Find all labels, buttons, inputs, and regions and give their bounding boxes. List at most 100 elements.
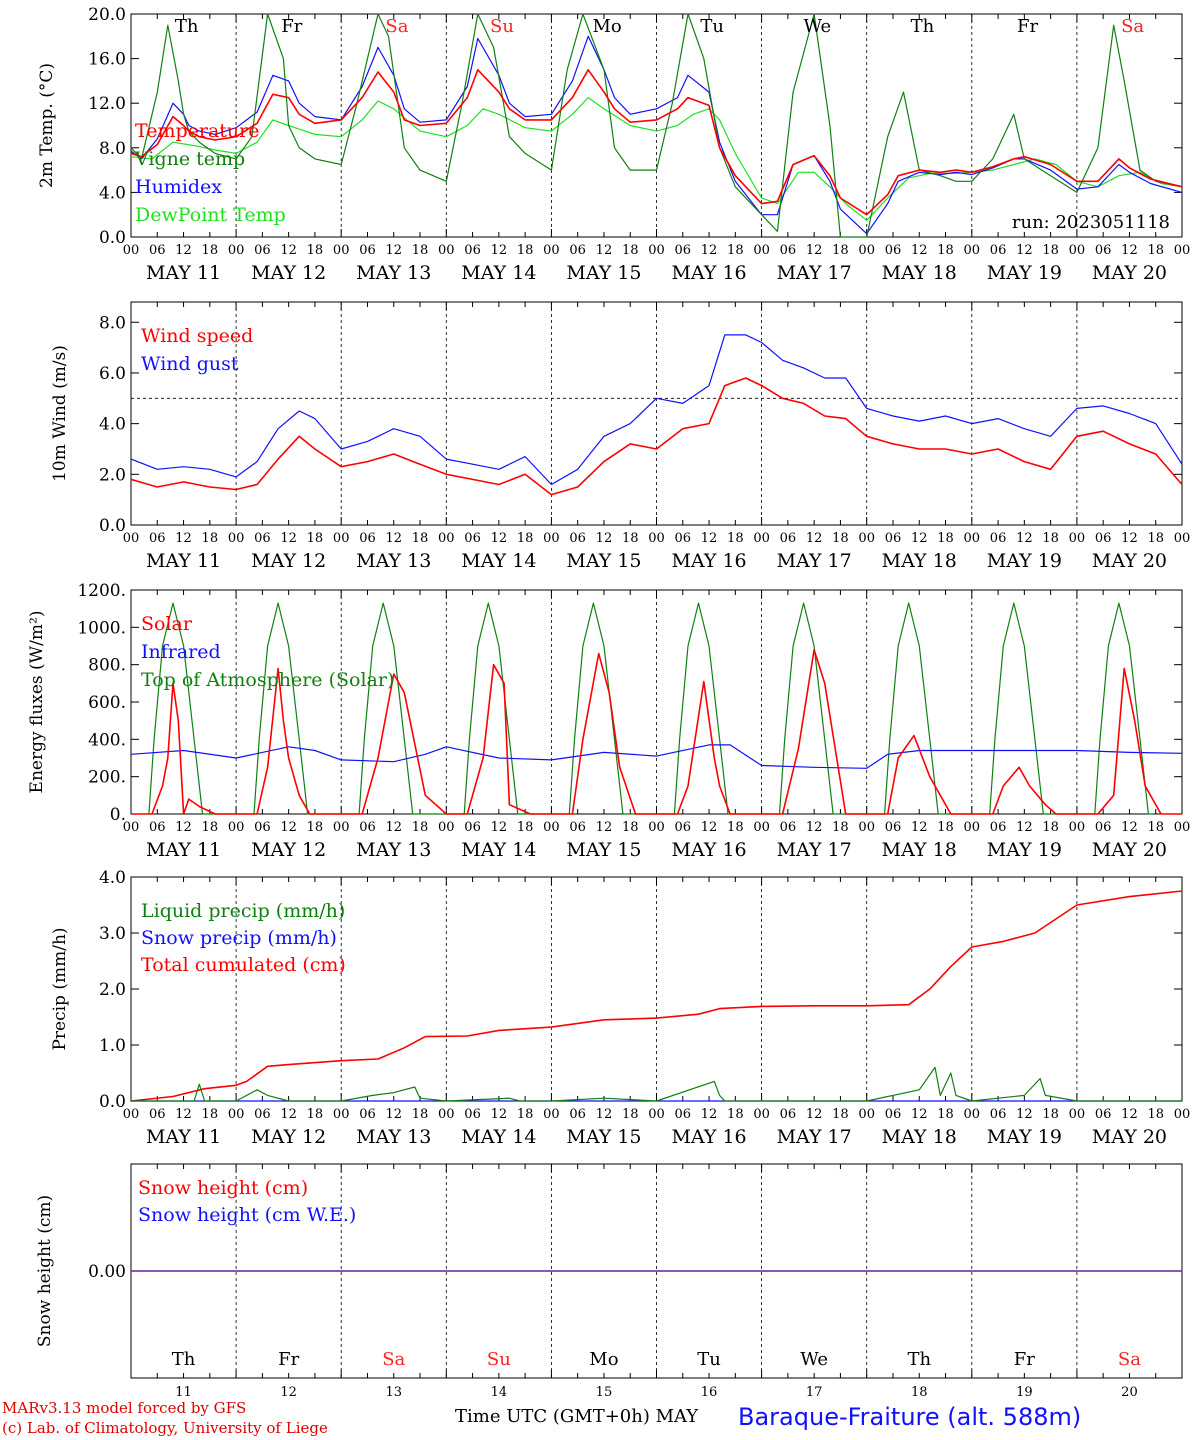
y-tick-label: 1000. <box>77 618 126 638</box>
hour-tick-label: 18 <box>412 820 429 835</box>
hour-tick-label: 18 <box>1147 531 1164 546</box>
series-line-humidex <box>130 35 1183 235</box>
hour-tick-label: 12 <box>806 820 823 835</box>
y-tick-label: 200. <box>88 768 126 788</box>
hour-tick-label: 00 <box>438 243 455 258</box>
hour-tick-label: 00 <box>964 820 981 835</box>
series-line-infrared <box>130 744 1183 769</box>
weekday-label: Sa <box>385 16 408 37</box>
legend-entry: Solar <box>141 613 193 635</box>
hour-tick-label: 06 <box>569 531 586 546</box>
date-label: MAY 16 <box>671 1126 746 1148</box>
hour-tick-label: 18 <box>1147 243 1164 258</box>
hour-tick-label: 18 <box>937 1107 954 1122</box>
weekday-label: Fr <box>281 16 302 37</box>
date-label: MAY 15 <box>566 262 641 284</box>
hour-tick-label: 00 <box>1174 243 1191 258</box>
plot-frame-energy <box>130 589 1183 815</box>
hour-tick-label: 06 <box>254 820 271 835</box>
hour-tick-label: 18 <box>307 820 324 835</box>
hour-tick-label: 12 <box>280 820 297 835</box>
hour-tick-label: 12 <box>491 531 508 546</box>
y-tick-label: 12.0 <box>88 94 126 114</box>
hour-tick-label: 12 <box>385 820 402 835</box>
hour-tick-label: 12 <box>806 1107 823 1122</box>
date-label: MAY 13 <box>356 839 431 861</box>
y-tick-label: 0.0 <box>99 516 126 536</box>
series-line-temperature <box>130 69 1183 216</box>
y-tick-label: 4.0 <box>99 415 126 435</box>
hour-tick-label: 12 <box>596 243 613 258</box>
hour-tick-label: 00 <box>438 531 455 546</box>
hour-tick-label: 18 <box>307 243 324 258</box>
hour-tick-label: 06 <box>990 1107 1007 1122</box>
date-label: MAY 17 <box>777 839 852 861</box>
hour-tick-label: 06 <box>359 820 376 835</box>
hour-tick-label: 06 <box>359 243 376 258</box>
y-tick-label: 0.00 <box>88 1262 126 1282</box>
hour-tick-label: 00 <box>1174 820 1191 835</box>
y-tick-label: 1.0 <box>99 1036 126 1056</box>
hour-tick-label: 00 <box>123 243 140 258</box>
series-line-top-of-atmosphere-solar- <box>148 602 1154 815</box>
hour-tick-label: 12 <box>701 243 718 258</box>
date-label: MAY 15 <box>566 550 641 572</box>
date-label: MAY 13 <box>356 262 431 284</box>
series-line-wind-gust <box>130 334 1183 486</box>
date-label: MAY 13 <box>356 550 431 572</box>
day-number-label: 20 <box>1121 1385 1138 1400</box>
hour-tick-label: 06 <box>675 820 692 835</box>
date-label: MAY 12 <box>251 262 326 284</box>
hour-tick-label: 12 <box>1121 531 1138 546</box>
hour-tick-label: 18 <box>937 820 954 835</box>
legend-entry: Vigne temp <box>134 148 245 170</box>
date-label: MAY 14 <box>461 550 536 572</box>
hour-tick-label: 12 <box>911 243 928 258</box>
hour-tick-label: 12 <box>596 531 613 546</box>
hour-tick-label: 00 <box>964 1107 981 1122</box>
y-tick-label: 800. <box>88 656 126 676</box>
y-tick-label: 6.0 <box>99 364 126 384</box>
hour-tick-label: 06 <box>1095 243 1112 258</box>
weekday-label: Sa <box>382 1349 405 1370</box>
date-label: MAY 17 <box>777 550 852 572</box>
hour-tick-label: 12 <box>911 820 928 835</box>
hour-tick-label: 12 <box>1016 531 1033 546</box>
date-label: MAY 11 <box>146 1126 221 1148</box>
legend-entry: Total cumulated (cm) <box>141 954 346 976</box>
weekday-label: Th <box>172 1349 196 1370</box>
y-tick-label: 0.0 <box>99 1092 126 1112</box>
hour-tick-label: 06 <box>569 820 586 835</box>
hour-tick-label: 06 <box>569 1107 586 1122</box>
legend-entry: Snow height (cm) <box>138 1177 308 1199</box>
date-label: MAY 14 <box>461 1126 536 1148</box>
hour-tick-label: 06 <box>780 243 797 258</box>
hour-tick-label: 12 <box>280 243 297 258</box>
hour-tick-label: 00 <box>123 531 140 546</box>
hour-tick-label: 06 <box>569 243 586 258</box>
date-label: MAY 12 <box>251 1126 326 1148</box>
hour-tick-label: 06 <box>675 1107 692 1122</box>
hour-tick-label: 00 <box>1069 1107 1086 1122</box>
hour-tick-label: 18 <box>307 1107 324 1122</box>
time-axis-title: Time UTC (GMT+0h) MAY <box>455 1406 699 1427</box>
hour-tick-label: 18 <box>727 243 744 258</box>
weekday-label: We <box>800 1349 828 1370</box>
date-label: MAY 11 <box>146 839 221 861</box>
hour-tick-label: 18 <box>517 531 534 546</box>
hour-tick-label: 06 <box>1095 1107 1112 1122</box>
hour-tick-label: 06 <box>149 243 166 258</box>
hour-tick-label: 18 <box>202 531 219 546</box>
date-label: MAY 17 <box>777 1126 852 1148</box>
date-label: MAY 15 <box>566 839 641 861</box>
weekday-label: Sa <box>1121 16 1144 37</box>
weekday-label: We <box>803 16 831 37</box>
date-label: MAY 18 <box>882 839 957 861</box>
y-tick-label: 8.0 <box>99 139 126 159</box>
weekday-label: Th <box>907 1349 931 1370</box>
hour-tick-label: 06 <box>464 243 481 258</box>
hour-tick-label: 12 <box>1121 1107 1138 1122</box>
date-label: MAY 19 <box>987 262 1062 284</box>
hour-tick-label: 18 <box>727 531 744 546</box>
